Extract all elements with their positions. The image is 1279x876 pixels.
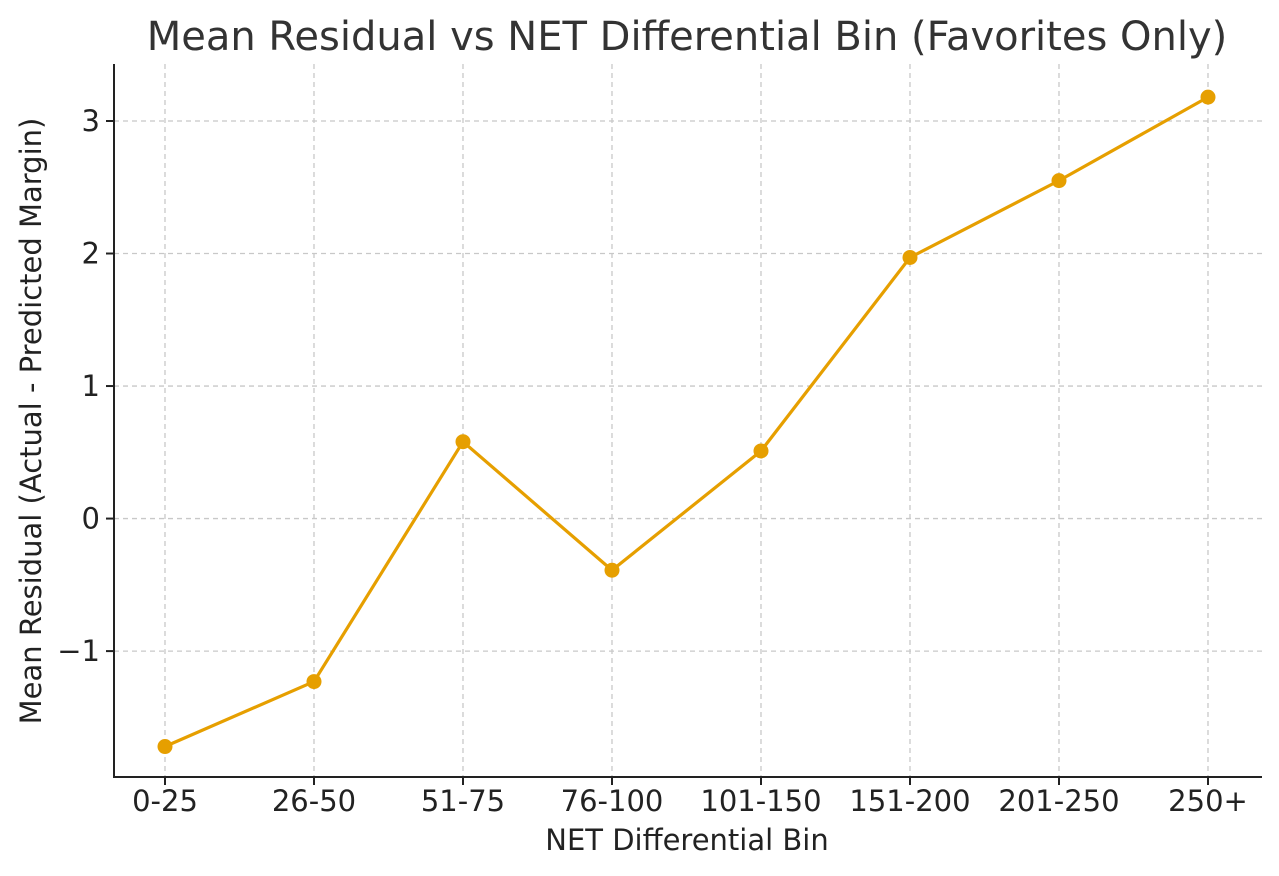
grid bbox=[114, 64, 1262, 777]
x-tick-label: 250+ bbox=[1168, 784, 1248, 818]
data-point bbox=[604, 562, 620, 578]
x-tick-label: 151-200 bbox=[849, 784, 970, 818]
x-tick-label: 26-50 bbox=[272, 784, 356, 818]
data-point bbox=[157, 739, 173, 755]
data-point bbox=[753, 443, 769, 459]
series bbox=[157, 89, 1216, 755]
data-point bbox=[1051, 173, 1067, 189]
data-point bbox=[455, 434, 471, 450]
x-tick-label: 51-75 bbox=[421, 784, 505, 818]
x-tick-label: 0-25 bbox=[132, 784, 198, 818]
data-point bbox=[1200, 89, 1216, 105]
y-tick-label: 2 bbox=[82, 237, 100, 271]
x-tick-label: 76-100 bbox=[561, 784, 664, 818]
y-tick-label: 1 bbox=[82, 369, 100, 403]
series-line bbox=[163, 95, 1210, 749]
data-point bbox=[306, 674, 322, 690]
ticks: 0-25 26-50 51-75 76-100 101-150 151-200 201-25… bbox=[57, 104, 1248, 818]
x-tick-label: 101-150 bbox=[700, 784, 821, 818]
y-tick-label: 3 bbox=[82, 104, 100, 138]
x-axis-label: NET Differential Bin bbox=[545, 823, 828, 857]
chart-title: Mean Residual vs NET Differential Bin (F… bbox=[147, 14, 1228, 60]
x-tick-label: 201-250 bbox=[998, 784, 1119, 818]
y-tick-label: −1 bbox=[57, 634, 100, 668]
y-tick-label: 0 bbox=[82, 502, 100, 536]
y-axis-label: Mean Residual (Actual - Predicted Margin… bbox=[14, 118, 48, 725]
data-point bbox=[902, 249, 918, 265]
axes bbox=[113, 64, 1262, 778]
